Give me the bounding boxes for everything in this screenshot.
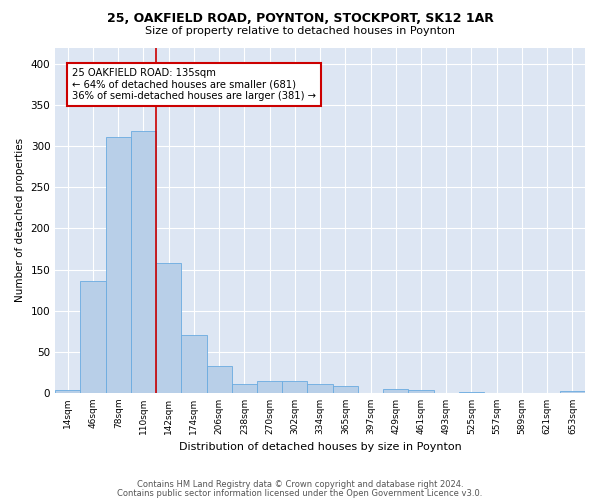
Bar (181, 336, 206, 393)
Bar (232, 384, 257, 393)
Bar (257, 382, 282, 393)
Bar (383, 389, 409, 393)
Text: 25, OAKFIELD ROAD, POYNTON, STOCKPORT, SK12 1AR: 25, OAKFIELD ROAD, POYNTON, STOCKPORT, S… (107, 12, 493, 26)
Text: 25 OAKFIELD ROAD: 135sqm
← 64% of detached houses are smaller (681)
36% of semi-: 25 OAKFIELD ROAD: 135sqm ← 64% of detach… (73, 68, 316, 102)
X-axis label: Distribution of detached houses by size in Poynton: Distribution of detached houses by size … (179, 442, 461, 452)
Bar (131, 132, 156, 393)
Bar (106, 137, 131, 393)
Bar (80, 281, 106, 393)
Bar (332, 386, 358, 393)
Bar (307, 384, 332, 393)
Text: Size of property relative to detached houses in Poynton: Size of property relative to detached ho… (145, 26, 455, 36)
Bar (282, 382, 307, 393)
Bar (206, 366, 232, 393)
Text: Contains public sector information licensed under the Open Government Licence v3: Contains public sector information licen… (118, 488, 482, 498)
Bar (560, 392, 585, 393)
Text: Contains HM Land Registry data © Crown copyright and database right 2024.: Contains HM Land Registry data © Crown c… (137, 480, 463, 489)
Bar (156, 263, 181, 393)
Bar (459, 392, 484, 393)
Y-axis label: Number of detached properties: Number of detached properties (15, 138, 25, 302)
Bar (55, 390, 80, 393)
Bar (409, 390, 434, 393)
